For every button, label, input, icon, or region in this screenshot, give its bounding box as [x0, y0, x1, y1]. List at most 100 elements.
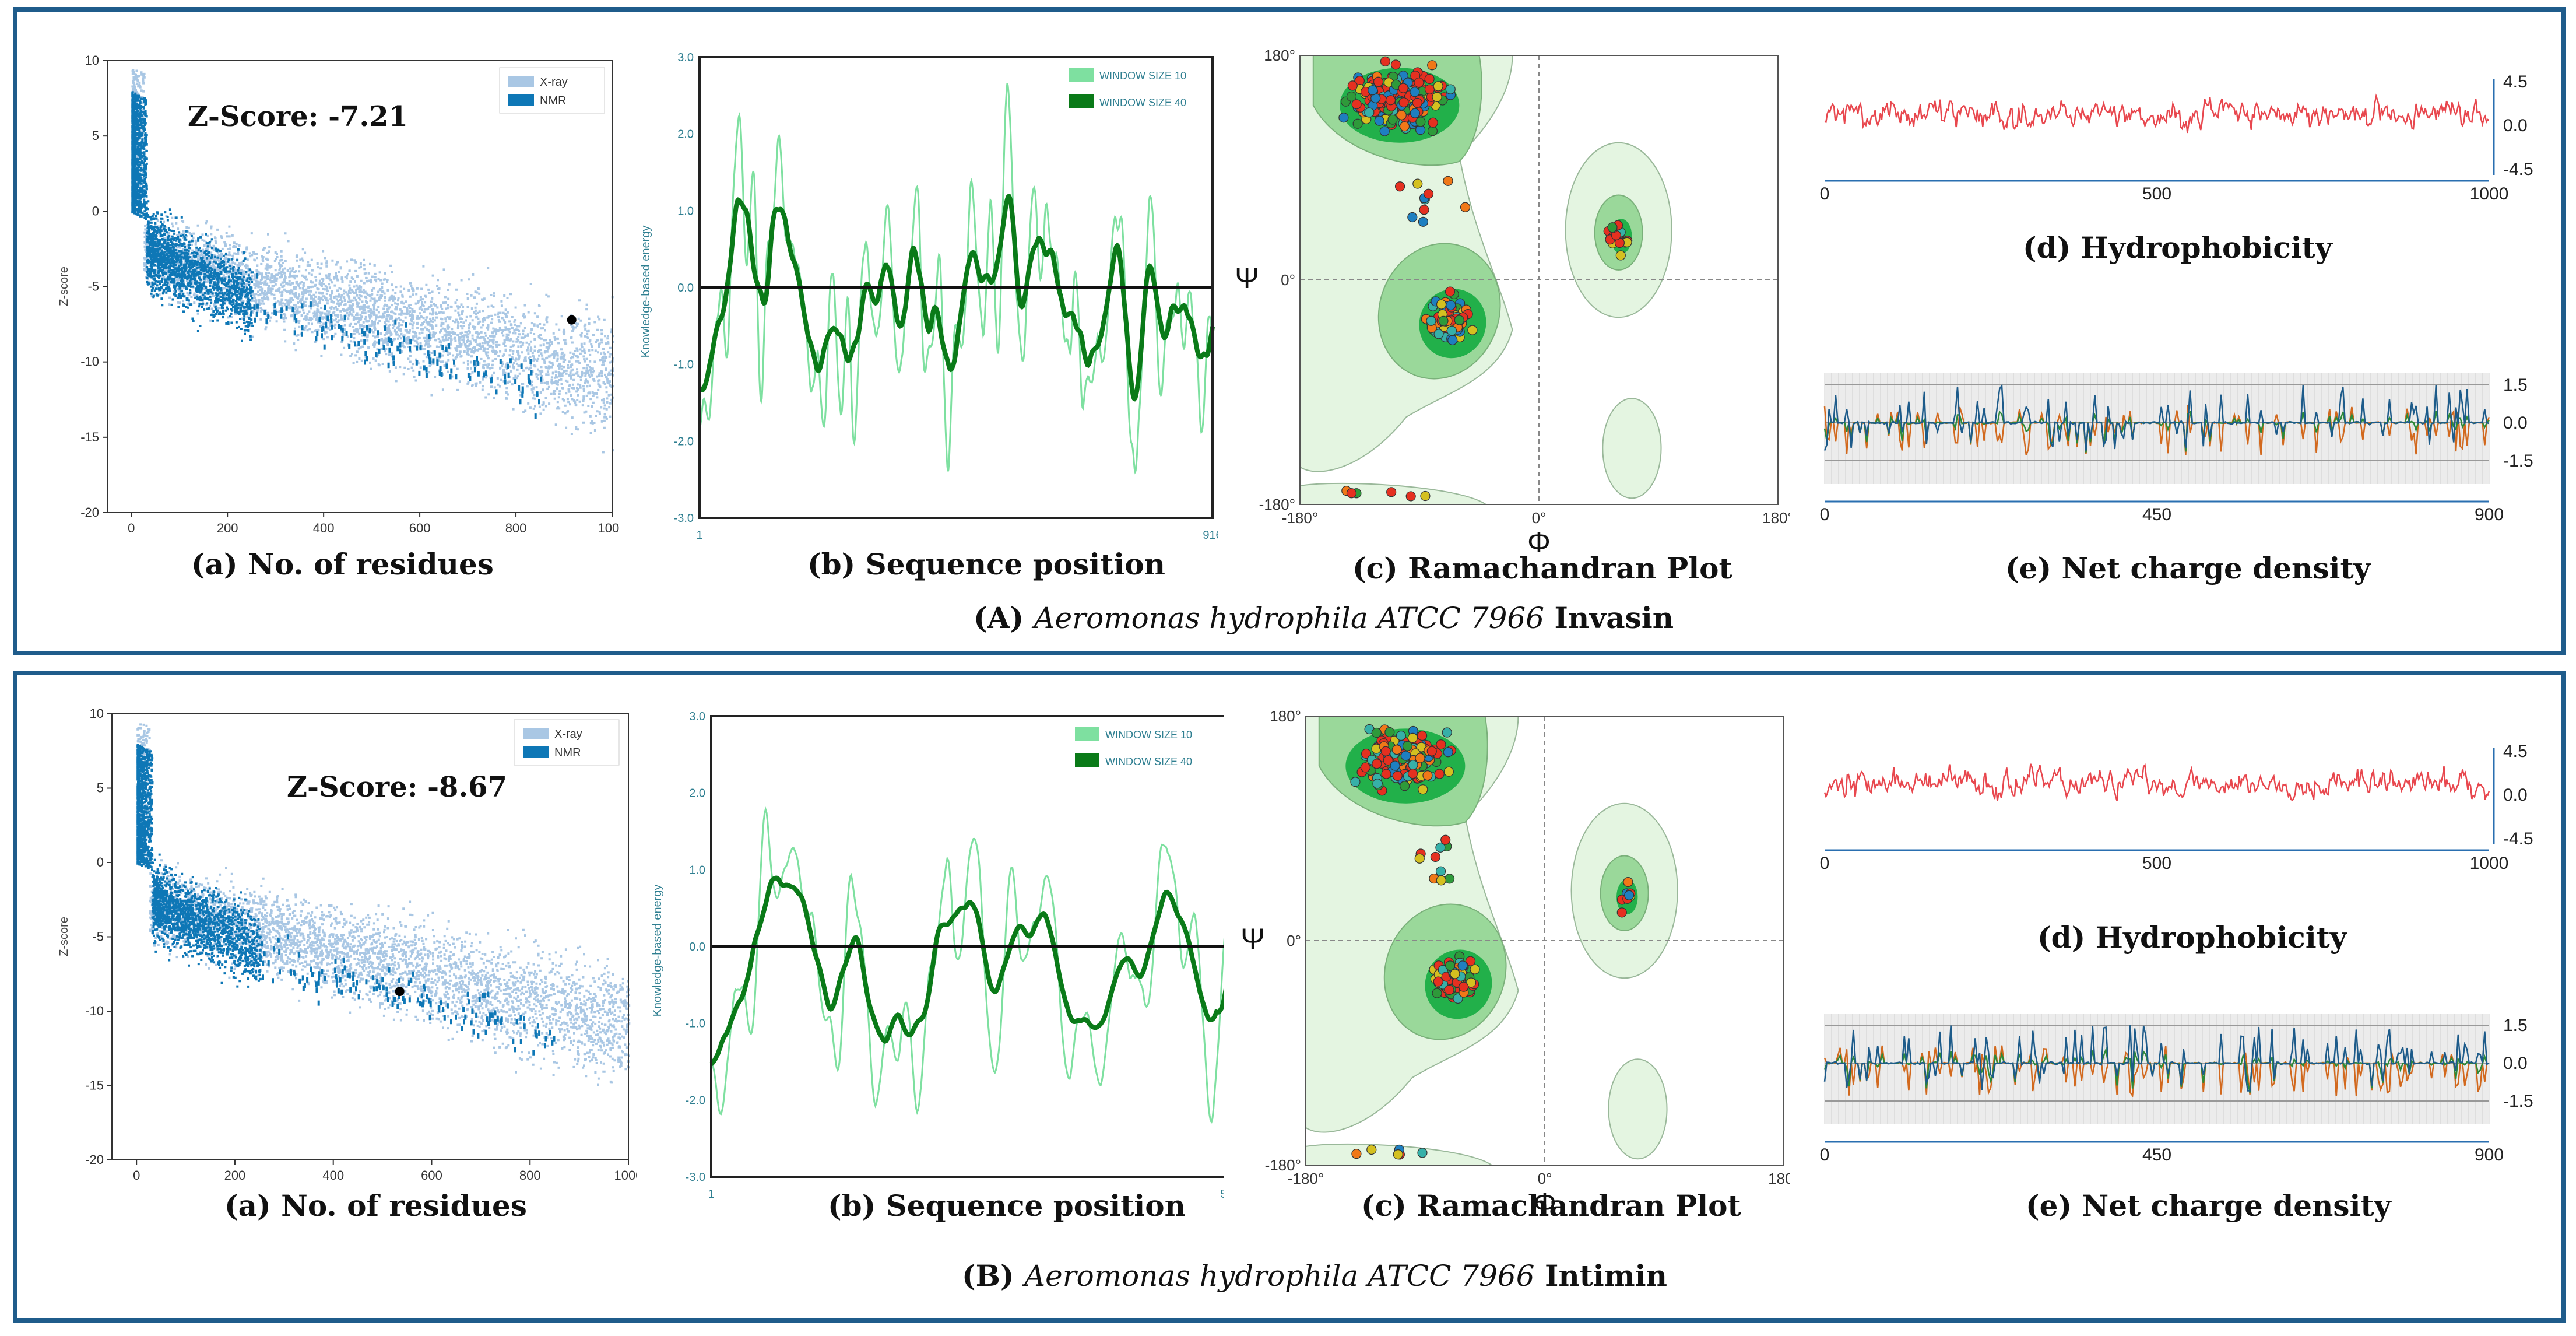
residue-point — [1352, 118, 1363, 129]
residue-point — [1446, 300, 1456, 311]
y-tick-label: 2.0 — [677, 128, 694, 141]
series-window-40 — [709, 875, 1232, 1066]
x-tick-label: -180° — [1282, 509, 1318, 527]
y-tick-label: 0.0 — [689, 941, 705, 953]
y-tick-label: -1.0 — [686, 1018, 705, 1030]
residue-point — [1433, 976, 1443, 987]
y-tick-label: -10 — [85, 1004, 104, 1018]
residue-point — [1470, 964, 1480, 974]
residue-point — [1390, 760, 1400, 771]
y-tick-label: 0 — [97, 855, 104, 869]
residue-point — [1407, 769, 1418, 779]
charge-positive-series — [1823, 383, 2490, 451]
x-tick-label: 600 — [421, 1168, 442, 1183]
y-tick-label: 10 — [85, 53, 99, 68]
panel-label: (A) — [974, 601, 1024, 635]
residue-point — [1373, 76, 1384, 87]
y-tick-label: -5 — [87, 279, 99, 294]
x-tick-label: 900 — [2475, 1145, 2504, 1165]
residue-point — [1444, 984, 1454, 995]
ramachandran-plot-b: -180°0°180°180°0°-180°ΦΨ — [1224, 704, 1795, 1223]
plot-frame — [1299, 55, 1779, 505]
x-tick-label: 800 — [519, 1168, 541, 1183]
charge-background — [1825, 1014, 2489, 1124]
energy-plot-a: 3.0 2.0 1.0 0.0 -1.0 -2.0 -3.01 916 Knowledge-b… — [635, 47, 1230, 554]
residue-point — [1402, 741, 1412, 751]
caption-d: (d) Hydrophobicity — [2037, 920, 2347, 955]
residue-point — [1396, 730, 1406, 741]
residue-point — [1361, 748, 1372, 759]
ramachandran-points — [1350, 724, 1636, 1160]
legend: WINDOW SIZE 10 WINDOW SIZE 40 — [1069, 68, 1186, 108]
y-tick-label: 180° — [1270, 707, 1301, 725]
species-name: Aeromonas hydrophila ATCC 7966 — [1024, 1259, 1535, 1293]
nmr-points — [136, 744, 556, 1056]
y-tick-label: 1.5 — [2503, 376, 2528, 395]
y-tick-label: -2.0 — [686, 1094, 705, 1107]
residue-point — [1443, 747, 1453, 758]
x-tick-label: 0° — [1532, 509, 1547, 527]
residue-point — [1360, 762, 1371, 773]
ramachandran-plot-a: -180° 0° 180° 180° 0° -180° Φ Ψ — [1218, 44, 1790, 569]
y-tick-label: 180° — [1264, 47, 1295, 64]
residue-point — [1408, 760, 1418, 770]
x-tick-label: 200 — [217, 521, 238, 535]
residue-point — [1433, 329, 1444, 339]
residue-point — [1417, 730, 1428, 741]
residue-point — [1432, 988, 1442, 998]
query-structure-point — [567, 315, 577, 325]
residue-point — [1436, 739, 1446, 750]
y-tick-label: -20 — [80, 505, 99, 520]
residue-point — [1350, 777, 1361, 787]
y-tick-label: -5 — [92, 930, 104, 944]
protein-name: Intimin — [1544, 1258, 1668, 1293]
zscore-plot-a: 0 200 400 600 800 1000 10 5 0 -5 -10 -15 -20 Z-score… — [54, 50, 619, 546]
residue-point — [1414, 78, 1424, 88]
x-tick-label: 180° — [1762, 509, 1790, 527]
y-tick-label: 2.0 — [689, 787, 705, 800]
y-tick-label: 5 — [97, 781, 104, 795]
x-tick-label: 400 — [313, 521, 335, 535]
residue-point — [1607, 222, 1618, 233]
plot-frame — [1305, 716, 1784, 1166]
y-tick-label: 1.0 — [677, 205, 694, 218]
residue-point — [1424, 73, 1435, 84]
legend: X-ray NMR — [514, 719, 620, 766]
residue-point — [1381, 769, 1391, 779]
residue-point — [1438, 315, 1449, 326]
residue-point — [1412, 178, 1423, 189]
residue-point — [1351, 99, 1362, 110]
y-tick-label: 0.0 — [2503, 116, 2528, 135]
caption-d: (d) Hydrophobicity — [2023, 230, 2332, 265]
residue-point — [1364, 107, 1375, 118]
residue-point — [1415, 117, 1426, 127]
y-tick-label: -1.5 — [2503, 451, 2533, 471]
residue-point — [1624, 890, 1635, 900]
residue-point — [1372, 779, 1383, 789]
y-tick-label: 0.0 — [2503, 1054, 2528, 1073]
hydrophobicity-plot-b: 0 500 1000 4.5 0.0 -4.5 — [1790, 739, 2547, 891]
caption-a: (a) No. of residues — [224, 1188, 527, 1223]
charge-background — [1825, 373, 2489, 484]
query-structure-point — [395, 987, 405, 997]
residue-point — [1396, 110, 1407, 120]
residue-point — [1407, 732, 1418, 743]
residue-point — [1446, 325, 1457, 336]
residue-point — [1410, 108, 1420, 118]
residue-point — [1419, 205, 1429, 215]
residue-point — [1445, 84, 1456, 94]
residue-point — [1450, 969, 1460, 979]
y-tick-label: 0.0 — [2503, 786, 2528, 805]
x-tick-label: 0 — [1820, 505, 1830, 524]
panel-a: 020040060080010001050-5-10-15-20 Z-score… — [13, 7, 2566, 655]
residue-point — [1418, 216, 1428, 227]
y-tick-label: 0° — [1287, 932, 1301, 949]
y-axis-label: Knowledge-based energy — [639, 226, 652, 358]
energy-plot-b: 3.02.01.00.0-1.0-2.0-3.01535 Knowledge-b… — [647, 706, 1247, 1207]
y-axis-label: Ψ — [1240, 923, 1265, 955]
x-tick-label: 900 — [2475, 505, 2504, 524]
residue-point — [1436, 299, 1447, 310]
residue-point — [1427, 126, 1438, 136]
x-tick-label: 200 — [224, 1168, 246, 1183]
hydrophobicity-series — [1824, 93, 2490, 134]
